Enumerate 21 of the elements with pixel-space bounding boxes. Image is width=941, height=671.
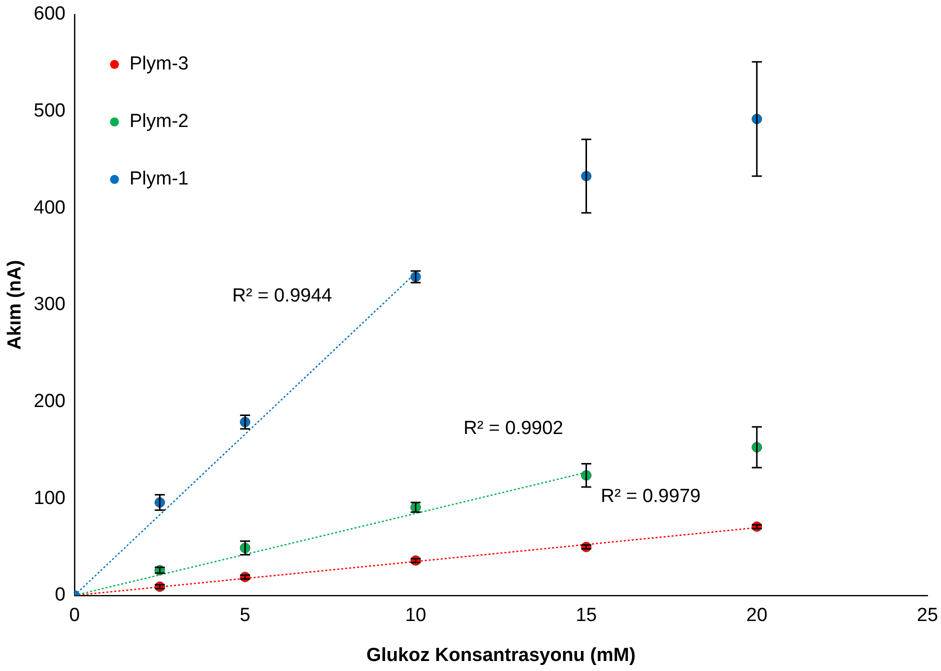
x-tick-label: 5 <box>240 605 250 626</box>
y-tick-label: 100 <box>34 488 66 509</box>
x-tick-label: 20 <box>746 605 768 626</box>
y-tick-label: 200 <box>34 390 66 412</box>
x-tick-label: 10 <box>405 605 426 626</box>
y-tick-label: 0 <box>54 584 66 606</box>
x-tick-label: 0 <box>69 605 80 626</box>
annotation: R² = 0.9902 <box>463 418 564 439</box>
y-tick-label: 500 <box>34 100 66 122</box>
legend-label: Plym-1 <box>130 168 189 190</box>
y-tick-label: 300 <box>34 294 66 316</box>
x-tick-label: 15 <box>576 605 597 626</box>
x-axis-title: Glukoz Konsantrasyonu (mM) <box>366 644 636 666</box>
y-axis-title: Akım (nA) <box>4 260 26 350</box>
annotation: R² = 0.9944 <box>232 285 333 306</box>
x-tick-label: 25 <box>916 605 938 626</box>
legend-label: Plym-3 <box>130 54 189 75</box>
legend-label: Plym-2 <box>130 111 189 132</box>
y-tick-label: 400 <box>34 197 66 218</box>
y-tick-label: 600 <box>34 4 66 25</box>
annotation: R² = 0.9979 <box>600 486 701 507</box>
